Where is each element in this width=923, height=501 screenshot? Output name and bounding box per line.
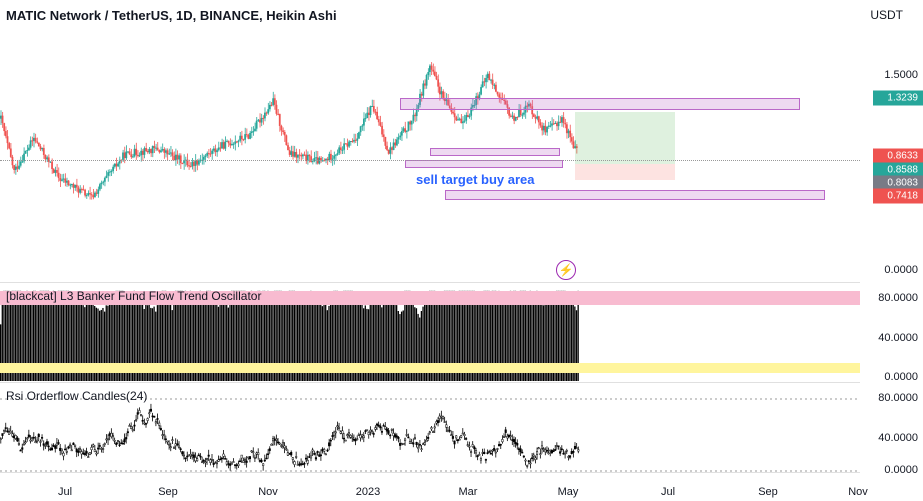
oscillator-label: [blackcat] L3 Banker Fund Flow Trend Osc…	[6, 289, 261, 303]
osc-axis-tick: 40.0000	[878, 332, 918, 344]
time-axis-tick: Nov	[258, 486, 278, 498]
osc-axis-tick: 80.0000	[878, 292, 918, 304]
current-price-line	[0, 160, 860, 161]
price-axis-tick: 0.0000	[884, 264, 918, 276]
price-axis-tick: 1.5000	[884, 69, 918, 81]
lightning-icon: ⚡	[559, 263, 574, 277]
main-price-panel[interactable]: sell target buy area ⚡	[0, 20, 860, 270]
price-tag: 1.3239	[873, 91, 923, 106]
time-axis-tick: 2023	[356, 486, 380, 498]
oscillator-lower-band	[0, 363, 860, 373]
chart-zone	[405, 160, 563, 168]
rsi-axis-tick: 40.0000	[878, 432, 918, 444]
rsi-axis-tick: 0.0000	[884, 464, 918, 476]
price-axis[interactable]: USDT 1.50000.0000 1.32390.86330.85880.80…	[860, 0, 923, 501]
snapshot-icon[interactable]: ⚡	[556, 260, 576, 280]
price-tag: 0.8633	[873, 149, 923, 164]
annotation-text: sell target buy area	[416, 172, 535, 187]
quote-currency-label: USDT	[870, 8, 903, 22]
chart-zone	[400, 98, 800, 110]
time-axis-tick: Jul	[58, 486, 72, 498]
price-tag: 0.7418	[873, 189, 923, 204]
candlestick-chart[interactable]	[0, 20, 860, 270]
oscillator-panel[interactable]: [blackcat] L3 Banker Fund Flow Trend Osc…	[0, 282, 860, 380]
chart-zone	[430, 148, 560, 156]
rsi-label: Rsi Orderflow Candles(24)	[6, 389, 147, 403]
chart-zone	[575, 164, 675, 180]
rsi-panel[interactable]: Rsi Orderflow Candles(24)	[0, 382, 860, 472]
time-axis: JulSepNov2023MarMayJulSepNov	[0, 472, 860, 501]
time-axis-tick: May	[558, 486, 579, 498]
time-axis-tick: Sep	[158, 486, 178, 498]
rsi-axis-tick: 80.0000	[878, 392, 918, 404]
chart-zone	[575, 112, 675, 164]
time-axis-tick: Mar	[459, 486, 478, 498]
time-axis-tick: Jul	[661, 486, 675, 498]
osc-axis-tick: 0.0000	[884, 371, 918, 383]
chart-zone	[445, 190, 825, 200]
chart-container[interactable]: MATIC Network / TetherUS, 1D, BINANCE, H…	[0, 0, 860, 501]
time-axis-tick: Sep	[758, 486, 778, 498]
